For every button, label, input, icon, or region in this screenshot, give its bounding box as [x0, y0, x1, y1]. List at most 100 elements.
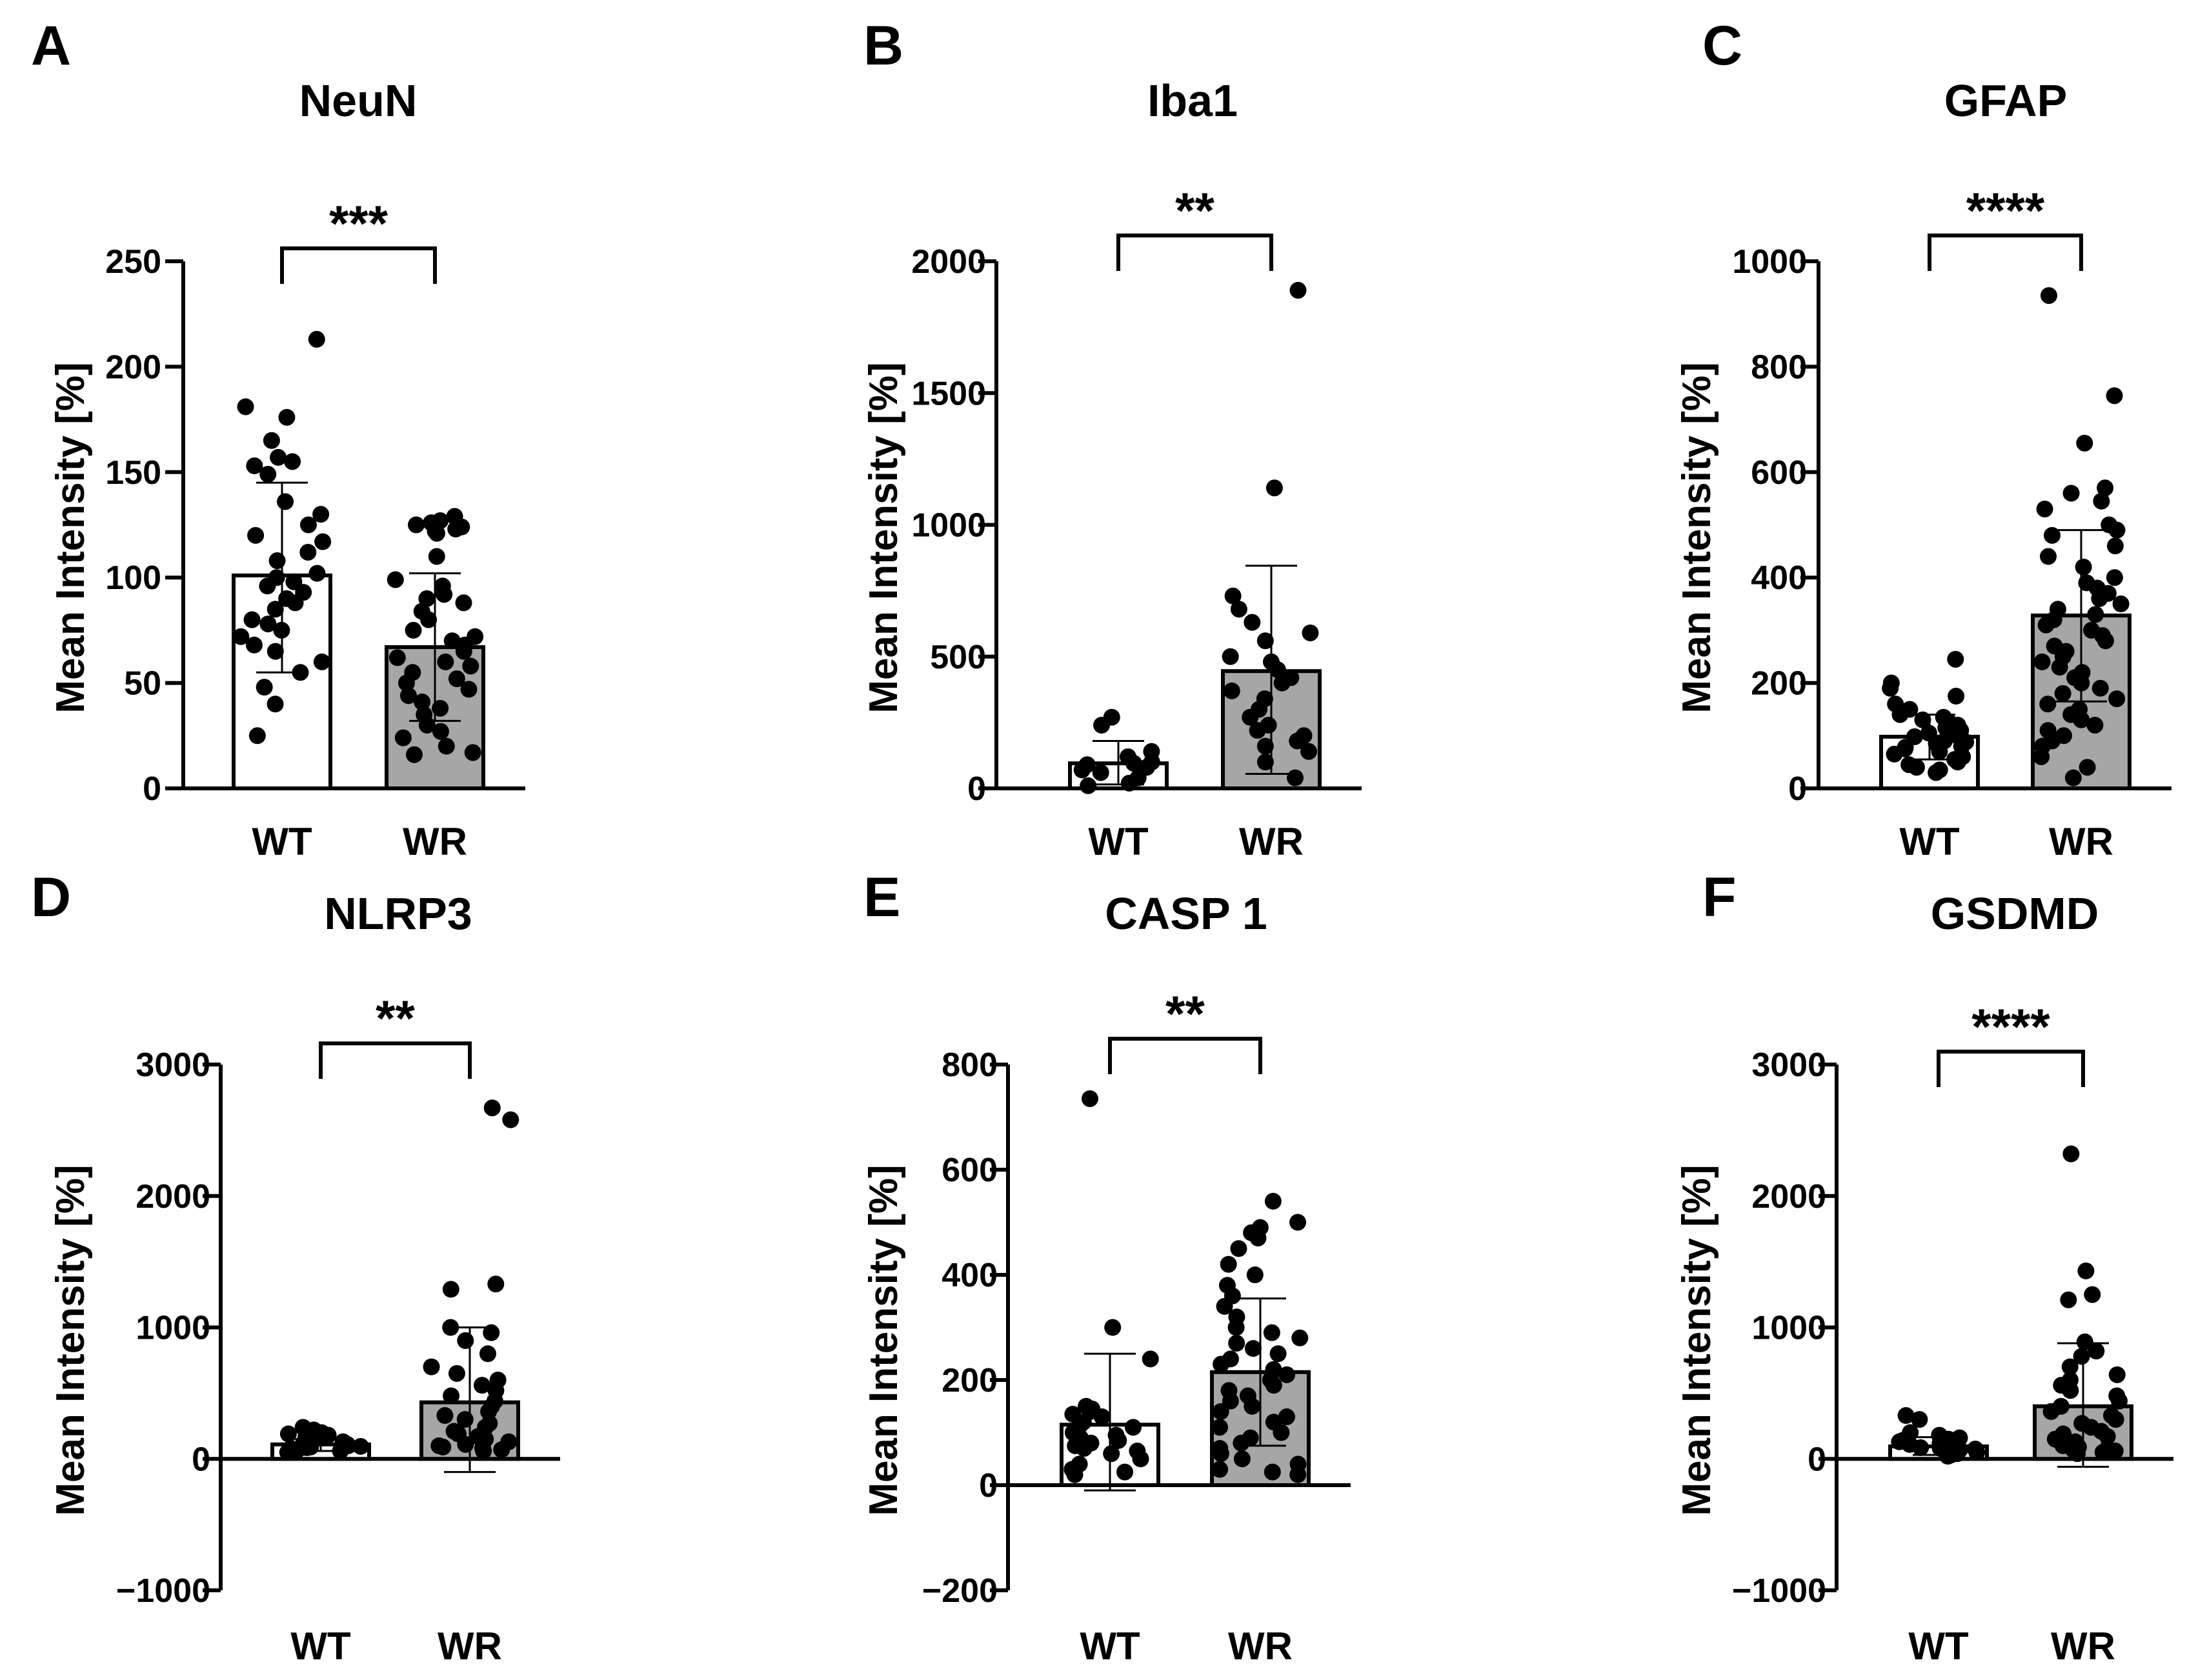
data-point [405, 746, 423, 763]
data-point [1931, 743, 1948, 760]
data-point [2064, 769, 2082, 786]
data-point [2106, 537, 2124, 555]
data-point [2061, 1358, 2079, 1375]
data-point [1273, 674, 1291, 692]
data-point [1230, 1240, 1247, 1257]
data-point [1233, 1434, 1250, 1452]
data-point [1302, 624, 1319, 641]
y-tick-label: 400 [942, 1257, 998, 1294]
significance-bracket [1108, 1037, 1262, 1074]
data-point [2086, 716, 2104, 734]
y-axis-label: Mean Intensity [%] [48, 1165, 93, 1515]
data-point [2112, 595, 2130, 613]
data-point [434, 1438, 452, 1455]
y-tick-label: 1000 [1751, 1310, 1826, 1347]
x-tick-label-wr: WR [438, 1625, 502, 1668]
data-point [436, 586, 453, 603]
y-tick-label: 200 [942, 1362, 998, 1399]
data-point [1269, 661, 1286, 679]
data-point [1949, 754, 1966, 771]
y-tick-label: 0 [979, 1467, 998, 1505]
data-point [1242, 708, 1259, 726]
data-point [1125, 755, 1142, 772]
data-point [443, 1387, 460, 1405]
data-point [1891, 706, 1909, 723]
data-point [1080, 777, 1097, 794]
chart-title: GSDMD [1931, 888, 2099, 939]
data-point [267, 643, 284, 660]
data-point [2054, 685, 2071, 702]
data-point [1125, 1419, 1142, 1436]
data-point [447, 521, 465, 538]
y-tick-label: 1000 [1732, 243, 1807, 281]
data-point [1265, 479, 1283, 497]
data-point [259, 577, 276, 595]
data-point [1911, 1411, 1928, 1428]
data-point [1287, 769, 1304, 786]
panel-letter: B [863, 15, 903, 77]
data-point [2091, 590, 2108, 607]
data-point [313, 653, 330, 670]
data-point [1300, 743, 1318, 760]
data-point [2097, 632, 2114, 650]
data-point [1211, 1419, 1228, 1436]
y-axis-label: Mean Intensity [%] [862, 1165, 906, 1515]
data-point [1222, 648, 1239, 665]
data-point [1948, 688, 1965, 705]
data-point [299, 516, 317, 534]
data-point [2094, 1444, 2111, 1461]
data-point [455, 594, 472, 612]
data-point [398, 674, 415, 692]
significance-bracket [1116, 234, 1273, 271]
data-point [388, 649, 406, 666]
y-tick-label: 500 [930, 639, 986, 676]
data-point [1092, 764, 1109, 781]
data-point [1066, 1466, 1083, 1483]
data-point [2106, 1443, 2124, 1460]
significance-label: ** [376, 990, 415, 1046]
data-point [2091, 679, 2109, 697]
x-tick-label-wt: WT [1908, 1625, 1968, 1668]
data-point [1256, 737, 1274, 755]
y-axis-label: Mean Intensity [%] [1675, 1165, 1719, 1515]
data-point [1110, 1432, 1127, 1449]
data-point [407, 516, 425, 534]
significance-label: **** [1971, 998, 2050, 1055]
data-point [2073, 1348, 2090, 1365]
significance-label: *** [329, 195, 388, 252]
panel-c: C GFAP Mean Intensity [%] 0 200 400 600 800 1000… [1675, 15, 2172, 863]
significance-label: **** [1966, 182, 2045, 239]
panel-f: F GSDMD Mean Intensity [%] −1000 0 1000 2000 30… [1675, 866, 2173, 1668]
chart-title: Iba1 [1147, 75, 1238, 126]
y-tick-label: 0 [192, 1441, 210, 1478]
panel-letter: F [1702, 866, 1737, 928]
data-point [284, 453, 301, 470]
data-point [243, 611, 261, 628]
data-point [267, 695, 284, 713]
y-tick-label: 150 [105, 454, 161, 492]
data-point [1278, 1408, 1295, 1426]
y-tick-label: −200 [922, 1572, 998, 1610]
significance-bracket [319, 1041, 472, 1079]
data-point [1244, 614, 1261, 631]
y-tick-label: 1500 [911, 375, 986, 412]
y-tick-label: 200 [1751, 665, 1807, 703]
data-point [1233, 1450, 1251, 1468]
data-point [1244, 1397, 1261, 1415]
data-point [279, 1425, 297, 1443]
data-point [387, 571, 404, 588]
data-point [2084, 1286, 2101, 1303]
data-point [1968, 1444, 1986, 1461]
data-point [1104, 1319, 1122, 1336]
significance-bracket [1928, 234, 2083, 271]
x-tick-label-wr: WR [2049, 820, 2113, 863]
data-point [279, 1444, 296, 1461]
data-point [436, 1407, 454, 1425]
x-tick-label-wt: WT [1080, 1625, 1140, 1668]
y-tick-label: 1000 [911, 507, 986, 545]
data-point [2040, 287, 2057, 305]
data-point [1093, 1408, 1111, 1426]
data-point [1224, 587, 1242, 605]
data-point [1081, 1090, 1098, 1107]
data-point [237, 398, 254, 415]
